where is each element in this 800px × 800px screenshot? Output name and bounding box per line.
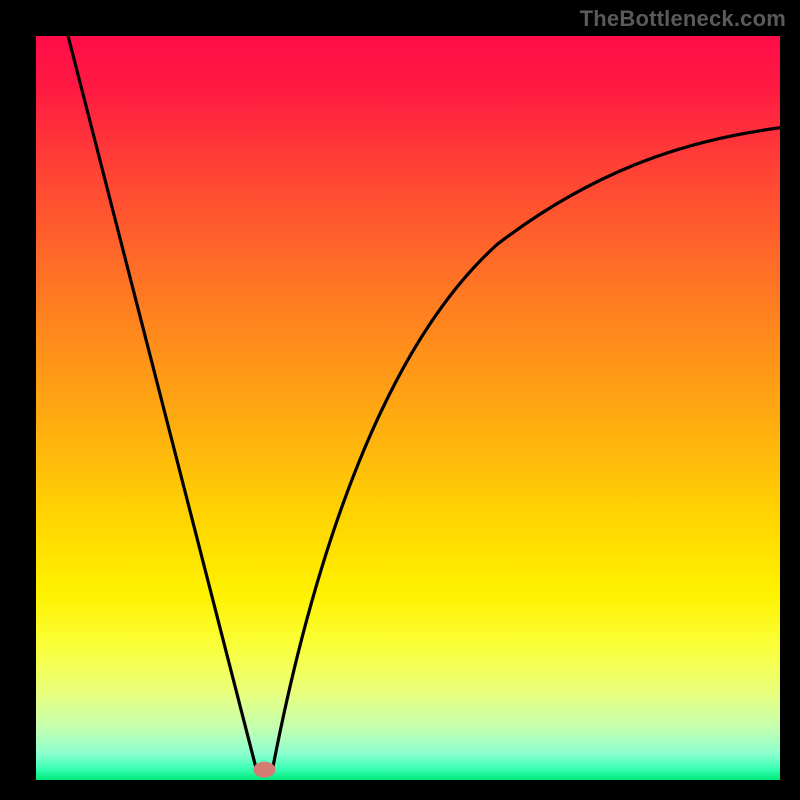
plot-area xyxy=(36,36,780,780)
watermark-text: TheBottleneck.com xyxy=(580,6,786,32)
gradient-background xyxy=(36,36,780,780)
minimum-marker xyxy=(253,762,275,778)
plot-frame xyxy=(0,0,800,800)
bottleneck-curve-chart xyxy=(36,36,780,780)
